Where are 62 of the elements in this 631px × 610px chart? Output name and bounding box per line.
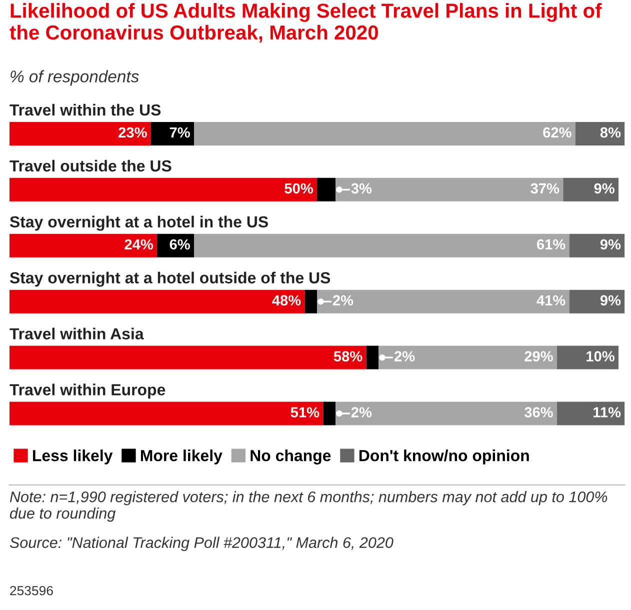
chart-subtitle: % of respondents bbox=[10, 70, 139, 86]
bar bbox=[569, 234, 625, 258]
text: 253596 bbox=[10, 586, 53, 596]
data-label: 51% bbox=[290, 407, 320, 418]
bar bbox=[557, 346, 619, 370]
data-label: 10% bbox=[586, 351, 614, 362]
y-tick-label: Travel within Asia bbox=[10, 328, 144, 340]
bar bbox=[9, 402, 324, 426]
bar bbox=[336, 402, 558, 426]
bar bbox=[194, 122, 576, 146]
bar bbox=[557, 402, 625, 426]
y-tick-label: Stay overnight at a hotel outside of the US bbox=[10, 272, 330, 287]
data-label: 41% bbox=[536, 295, 566, 306]
data-label: 23% bbox=[118, 127, 147, 138]
data-label: 24% bbox=[124, 239, 154, 250]
data-label: 9% bbox=[600, 239, 621, 250]
bar bbox=[366, 346, 379, 370]
bar bbox=[9, 234, 158, 258]
bar bbox=[304, 290, 318, 314]
data-label: 2% bbox=[332, 295, 354, 306]
y-tick-label: Stay overnight at a hotel in the US bbox=[10, 216, 268, 231]
data-label: 37% bbox=[530, 183, 560, 194]
bar bbox=[9, 290, 305, 314]
data-label: 7% bbox=[170, 127, 190, 138]
y-tick-label: Travel within Europe bbox=[10, 384, 166, 399]
data-label: 9% bbox=[600, 295, 621, 306]
data-label: 8% bbox=[600, 127, 621, 138]
legend-label: Don't know/no opinion bbox=[359, 450, 529, 464]
legend-label: Less likely bbox=[33, 450, 113, 464]
y-tick-label: Travel within the US bbox=[10, 104, 161, 116]
legend-label: More likely bbox=[140, 450, 222, 464]
data-label: 6% bbox=[170, 239, 190, 250]
legend-label: No change bbox=[250, 450, 331, 464]
bar bbox=[194, 234, 570, 258]
bar bbox=[323, 402, 336, 426]
data-label: 36% bbox=[524, 407, 553, 418]
bar bbox=[9, 122, 151, 146]
bar bbox=[569, 290, 625, 314]
text: Note: n=1,990 registered voters; in the next 6 months; numbers may not add up to 100% due to rounding bbox=[10, 491, 608, 522]
bar bbox=[317, 290, 570, 314]
data-label: 61% bbox=[536, 239, 566, 250]
bar bbox=[9, 178, 318, 202]
data-label: 2% bbox=[351, 407, 372, 418]
data-label: 11% bbox=[594, 407, 621, 418]
bar bbox=[9, 346, 366, 370]
data-label: 3% bbox=[351, 183, 372, 194]
bar bbox=[575, 122, 625, 146]
bar bbox=[378, 346, 558, 370]
y-tick-label: Travel outside the US bbox=[10, 160, 172, 172]
bar bbox=[563, 178, 619, 202]
data-label: 9% bbox=[594, 183, 614, 194]
bar bbox=[150, 122, 194, 146]
data-label: 48% bbox=[272, 295, 301, 306]
source-note: Source: "National Tracking Poll #200311," March 6, 2020 bbox=[10, 536, 394, 552]
data-label: 2% bbox=[394, 351, 415, 362]
bar bbox=[336, 178, 564, 202]
data-label: 62% bbox=[543, 127, 572, 138]
chart-title: Likelihood of US Adults Making Select Travel Plans in Light of the Coronavirus Outbreak, March 2020 bbox=[10, 3, 602, 43]
data-label: 29% bbox=[524, 351, 553, 362]
data-label: 50% bbox=[284, 183, 314, 194]
bar bbox=[317, 178, 336, 202]
data-label: 58% bbox=[334, 351, 362, 362]
